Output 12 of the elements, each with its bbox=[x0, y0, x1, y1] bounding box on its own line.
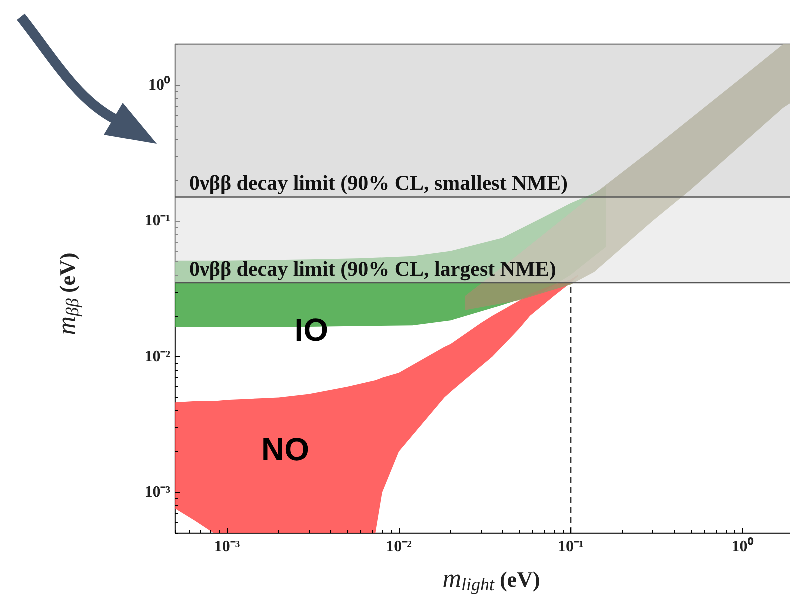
x-tick-label: 10⁻¹ bbox=[558, 538, 584, 556]
y-tick-label: 10⁻² bbox=[144, 348, 171, 366]
x-axis-title: m$_{light}$ (eV) bbox=[442, 564, 540, 594]
y-tick-label: 10⁻³ bbox=[144, 484, 171, 502]
x-tick-label: 10⁻³ bbox=[214, 538, 240, 556]
ref-line-label: 0νββ decay limit (90% CL, smallest NME) bbox=[190, 171, 568, 196]
annotation: NO bbox=[262, 432, 310, 468]
y-tick-label: 10⁻¹ bbox=[144, 212, 171, 230]
ref-line-label: 0νββ decay limit (90% CL, largest NME) bbox=[190, 257, 556, 282]
x-tick-label: 10⁻² bbox=[386, 538, 412, 556]
y-tick-label: 10⁰ bbox=[148, 76, 170, 94]
x-tick-label: 10⁰ bbox=[732, 538, 754, 556]
